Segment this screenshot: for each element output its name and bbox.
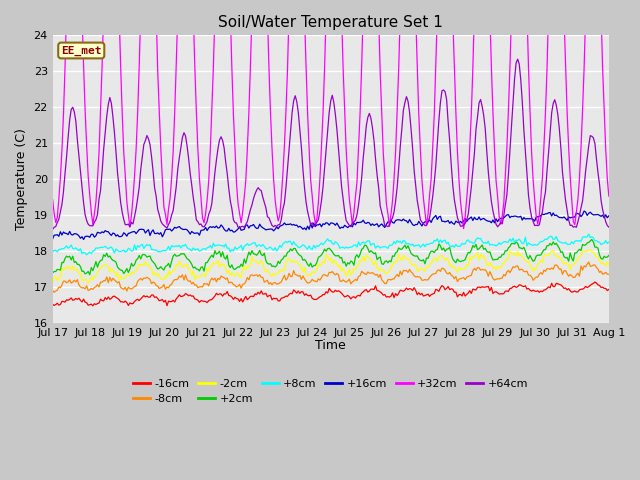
-16cm xyxy=(591,279,599,285)
+2cm xyxy=(386,258,394,264)
+8cm xyxy=(83,252,90,258)
Line: -16cm: -16cm xyxy=(52,282,609,306)
-2cm xyxy=(154,271,161,276)
+16cm xyxy=(154,230,161,236)
+8cm xyxy=(538,239,546,244)
-16cm xyxy=(538,289,546,295)
Text: EE_met: EE_met xyxy=(61,46,102,56)
Legend: -16cm, -8cm, -2cm, +2cm, +8cm, +16cm, +32cm, +64cm: -16cm, -8cm, -2cm, +2cm, +8cm, +16cm, +3… xyxy=(129,374,532,408)
-2cm xyxy=(538,260,546,265)
-8cm xyxy=(51,289,58,295)
-8cm xyxy=(538,271,546,277)
+64cm xyxy=(152,193,160,199)
+64cm xyxy=(49,227,56,232)
-2cm xyxy=(49,280,56,286)
+2cm xyxy=(64,254,72,260)
+16cm xyxy=(80,237,88,242)
+16cm xyxy=(398,218,406,224)
+32cm xyxy=(386,224,394,229)
-8cm xyxy=(605,272,612,277)
+8cm xyxy=(585,231,593,237)
+8cm xyxy=(367,242,375,248)
+16cm xyxy=(64,232,72,238)
Line: +32cm: +32cm xyxy=(52,0,609,228)
Line: +64cm: +64cm xyxy=(52,59,609,229)
+2cm xyxy=(398,246,406,252)
-16cm xyxy=(49,301,56,307)
+2cm xyxy=(605,252,612,258)
+16cm xyxy=(49,236,56,241)
+64cm xyxy=(64,134,72,140)
+16cm xyxy=(538,211,546,217)
-16cm xyxy=(89,303,97,309)
+8cm xyxy=(398,240,406,246)
+8cm xyxy=(49,249,56,255)
+32cm xyxy=(540,144,548,149)
Line: +2cm: +2cm xyxy=(52,240,609,275)
-8cm xyxy=(386,276,394,282)
-8cm xyxy=(367,270,375,276)
+2cm xyxy=(49,270,56,276)
Line: -8cm: -8cm xyxy=(52,262,609,292)
+64cm xyxy=(365,110,373,116)
+2cm xyxy=(367,248,375,253)
-2cm xyxy=(84,280,92,286)
+64cm xyxy=(384,224,392,229)
+16cm xyxy=(605,213,612,219)
Line: -2cm: -2cm xyxy=(52,250,609,283)
-2cm xyxy=(398,258,406,264)
-8cm xyxy=(585,259,593,265)
-2cm xyxy=(64,266,72,272)
+64cm xyxy=(538,209,546,215)
+2cm xyxy=(538,250,546,255)
+2cm xyxy=(588,237,596,242)
+32cm xyxy=(460,226,467,231)
+8cm xyxy=(154,249,161,254)
+32cm xyxy=(152,10,160,15)
Title: Soil/Water Temperature Set 1: Soil/Water Temperature Set 1 xyxy=(218,15,443,30)
Y-axis label: Temperature (C): Temperature (C) xyxy=(15,128,28,230)
-16cm xyxy=(64,297,72,303)
+8cm xyxy=(64,245,72,251)
+16cm xyxy=(580,208,588,214)
+16cm xyxy=(386,219,394,225)
+64cm xyxy=(605,224,612,230)
-8cm xyxy=(154,283,161,289)
-16cm xyxy=(386,294,394,300)
-2cm xyxy=(386,269,394,275)
-16cm xyxy=(367,286,375,292)
+2cm xyxy=(154,266,161,272)
Line: +16cm: +16cm xyxy=(52,211,609,240)
+32cm xyxy=(49,197,56,203)
Line: +8cm: +8cm xyxy=(52,234,609,255)
-8cm xyxy=(398,272,406,278)
-2cm xyxy=(586,247,594,253)
+8cm xyxy=(386,242,394,248)
+2cm xyxy=(86,272,93,277)
-2cm xyxy=(605,262,612,268)
-2cm xyxy=(367,256,375,262)
-16cm xyxy=(154,296,161,301)
+16cm xyxy=(367,223,375,228)
+8cm xyxy=(605,239,612,245)
-8cm xyxy=(49,288,56,294)
-8cm xyxy=(66,277,74,283)
+32cm xyxy=(605,193,612,199)
-16cm xyxy=(605,287,612,292)
+64cm xyxy=(514,56,522,62)
X-axis label: Time: Time xyxy=(316,339,346,352)
+64cm xyxy=(396,144,404,149)
-16cm xyxy=(398,288,406,293)
